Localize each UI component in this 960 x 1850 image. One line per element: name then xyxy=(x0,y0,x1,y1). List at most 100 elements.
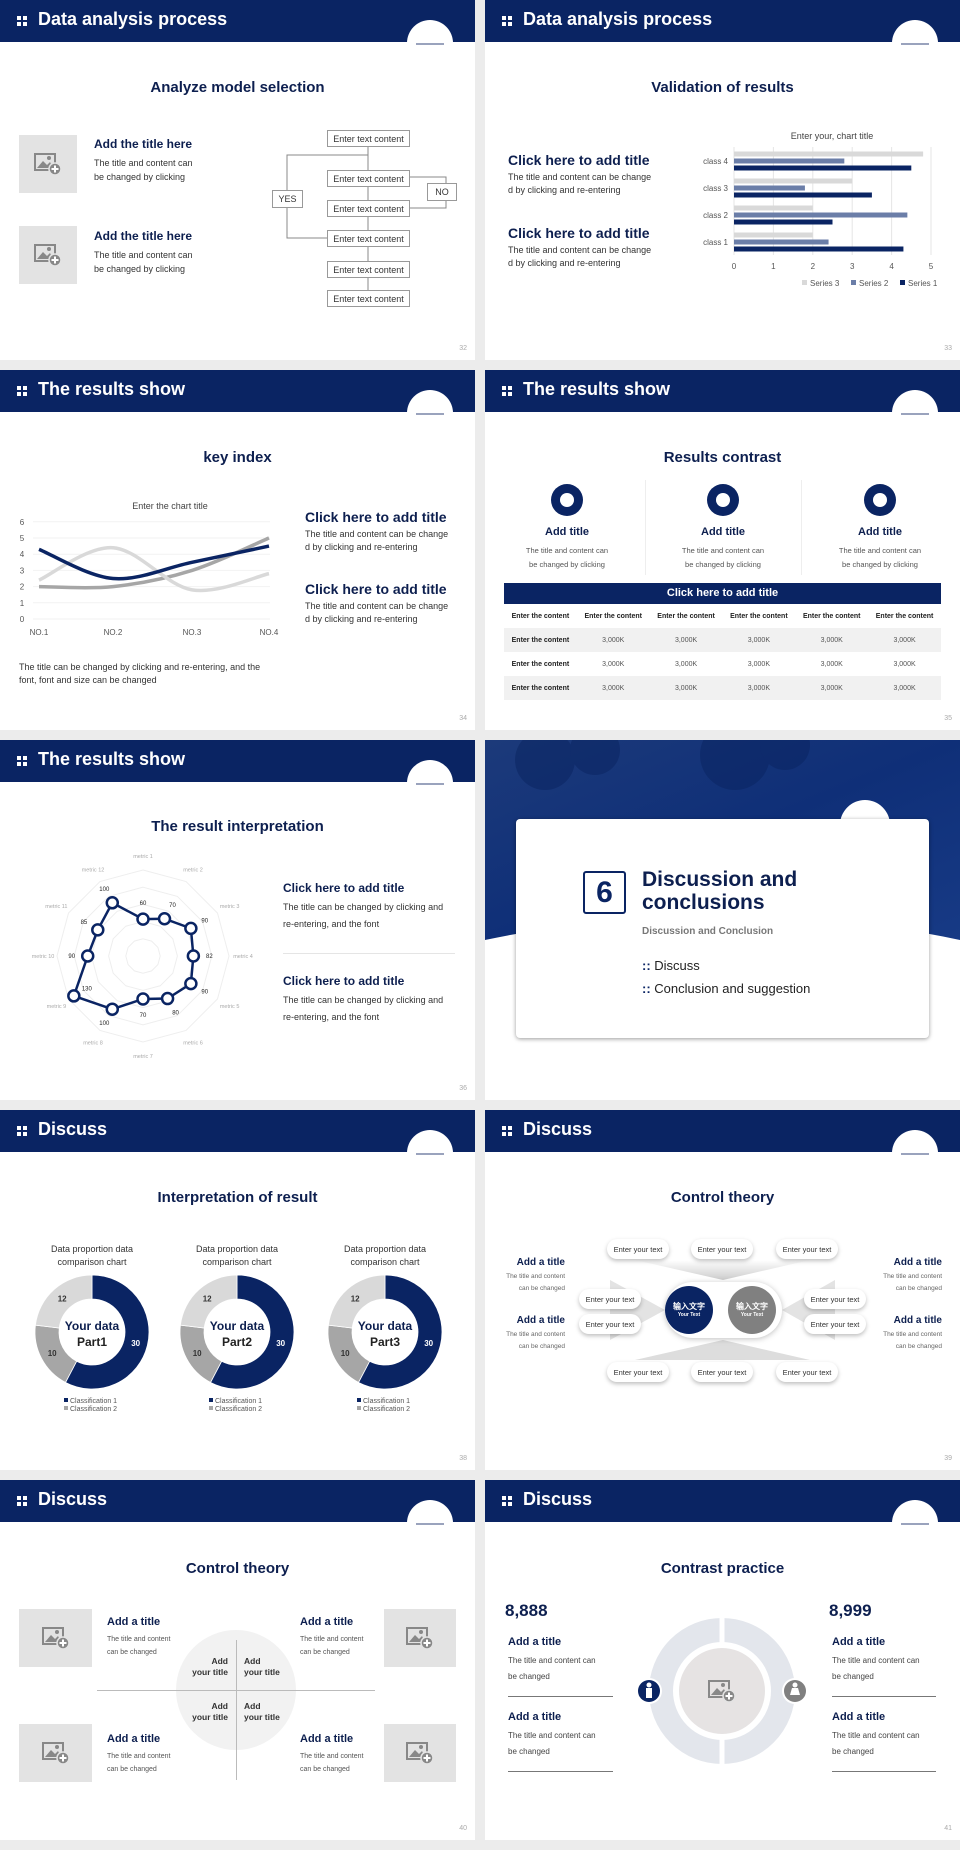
text-pill[interactable]: Enter your text xyxy=(579,1289,641,1309)
slide-header: Discuss xyxy=(0,1480,475,1522)
table-cell[interactable]: 3,000K xyxy=(674,684,698,692)
text-pill[interactable]: Enter your text xyxy=(804,1289,866,1309)
quadrant-title[interactable]: Add your title xyxy=(192,1701,228,1722)
table-cell[interactable]: Enter the content xyxy=(511,684,570,692)
text-pill[interactable]: Enter your text xyxy=(607,1362,669,1382)
text-pill[interactable]: Enter your text xyxy=(776,1239,838,1259)
image-add-icon xyxy=(41,1742,70,1765)
text-pill[interactable]: Enter your text xyxy=(691,1239,753,1259)
text-pill[interactable]: Enter your text xyxy=(579,1314,641,1334)
table-cell[interactable]: 3,000K xyxy=(820,684,843,692)
image-placeholder[interactable] xyxy=(19,1724,92,1782)
slide-35[interactable]: The results show Results contrast Add ti… xyxy=(485,370,960,730)
text-pill[interactable]: Enter your text xyxy=(776,1362,838,1382)
image-placeholder[interactable] xyxy=(384,1724,456,1782)
donut-title: Data proportion data xyxy=(196,1244,278,1254)
text-pill[interactable]: Enter your text xyxy=(691,1362,753,1382)
donut-center-label: Part2 xyxy=(222,1335,252,1349)
bullet-item[interactable]: :: Conclusion and suggestion xyxy=(642,981,810,996)
legend-swatch xyxy=(64,1398,68,1402)
image-add-icon xyxy=(708,1680,736,1703)
table-cell[interactable]: 3,000K xyxy=(674,636,698,644)
table-cell[interactable]: Enter the content xyxy=(511,636,570,644)
table-cell[interactable]: 3,000K xyxy=(820,636,843,644)
side-body: The title and content can be changed xyxy=(883,1331,942,1350)
table-cell[interactable]: 3,000K xyxy=(893,636,916,644)
table-cell[interactable]: 3,000K xyxy=(602,636,625,644)
table-cell[interactable]: 3,000K xyxy=(893,684,916,692)
table-cell[interactable]: 3,000K xyxy=(820,660,843,668)
slide-32[interactable]: Data analysis process Analyze model sele… xyxy=(0,0,475,360)
side-body: The title and content can be changed xyxy=(506,1331,565,1350)
radar-point xyxy=(67,989,81,1003)
radar-point xyxy=(184,976,198,991)
dots-icon xyxy=(17,16,27,26)
table-cell[interactable]: 3,000K xyxy=(893,660,916,668)
bullet-item[interactable]: :: Discuss xyxy=(642,958,700,973)
slide-40[interactable]: Discuss Control theory Add a title The ti… xyxy=(0,1480,475,1840)
image-placeholder[interactable] xyxy=(19,135,77,193)
legend-label: Series 3 xyxy=(810,279,840,288)
quadrant-title[interactable]: Add your title xyxy=(192,1656,228,1677)
flow-box[interactable]: Enter text content xyxy=(327,230,410,247)
donut-slice xyxy=(64,1274,150,1390)
table-cell[interactable]: Enter the content xyxy=(511,660,570,668)
header-title: The results show xyxy=(38,379,186,399)
table-cell[interactable]: 3,000K xyxy=(747,660,770,668)
table-caption[interactable]: Click here to add title xyxy=(504,583,941,604)
value-label: 70 xyxy=(140,1013,147,1019)
flow-box[interactable]: Enter text content xyxy=(327,130,410,147)
slice-label: 12 xyxy=(203,1294,212,1303)
value-label: 70 xyxy=(169,903,176,909)
flow-box[interactable]: Enter text content xyxy=(327,290,410,307)
image-placeholder[interactable] xyxy=(19,1609,92,1667)
image-placeholder[interactable] xyxy=(384,1609,456,1667)
table-cell[interactable]: 3,000K xyxy=(602,684,625,692)
card-body: The title and content can xyxy=(681,546,765,555)
slide-37[interactable]: 6 Discussion and conclusions Discussion … xyxy=(485,740,960,1100)
value-label: 90 xyxy=(68,954,75,960)
image-add-icon xyxy=(406,1742,434,1765)
image-placeholder[interactable] xyxy=(19,226,77,284)
slide-36[interactable]: The results show The result interpretati… xyxy=(0,740,475,1100)
flow-box[interactable]: Enter text content xyxy=(327,170,410,187)
slice-label: 10 xyxy=(341,1349,350,1358)
table-cell[interactable]: 3,000K xyxy=(747,636,770,644)
logo xyxy=(892,20,938,66)
slide-header: The results show xyxy=(0,740,475,782)
category-label: class 4 xyxy=(703,157,728,166)
table-cell[interactable]: 3,000K xyxy=(674,660,698,668)
axis-label: metric 2 xyxy=(183,867,203,873)
bar-series-1 xyxy=(734,219,833,225)
value-label: 90 xyxy=(201,918,208,924)
dots-icon xyxy=(502,386,512,396)
value-label: 85 xyxy=(81,920,88,926)
legend-label: Classification 1 xyxy=(70,1398,117,1405)
slide-39[interactable]: Discuss Control theory 输入文字 Your Text 输入文… xyxy=(485,1110,960,1470)
slide-38[interactable]: Discuss Interpretation of result Data pr… xyxy=(0,1110,475,1470)
yes-box[interactable]: YES xyxy=(272,190,303,208)
header-title: The results show xyxy=(523,379,671,399)
flow-box[interactable]: Enter text content xyxy=(327,261,410,278)
flow-box[interactable]: Enter text content xyxy=(327,200,410,217)
text-pill[interactable]: Enter your text xyxy=(607,1239,669,1259)
slide-header: Discuss xyxy=(485,1110,960,1152)
table-cell[interactable]: 3,000K xyxy=(602,660,625,668)
center-circle-primary[interactable]: 输入文字 Your Text xyxy=(665,1286,713,1334)
center-circle-secondary[interactable]: 输入文字 Your Text xyxy=(728,1286,776,1334)
table-header-cell: Enter the content xyxy=(511,612,570,620)
slide-33[interactable]: Data analysis process Validation of resu… xyxy=(485,0,960,360)
bar-series-3 xyxy=(734,178,853,184)
x-tick-label: 3 xyxy=(850,262,855,271)
x-tick-label: 4 xyxy=(889,262,894,271)
image-placeholder[interactable] xyxy=(707,1678,737,1704)
line-series-2 xyxy=(38,545,270,593)
no-box[interactable]: NO xyxy=(427,183,457,201)
text-pill[interactable]: Enter your text xyxy=(804,1314,866,1334)
item-title: Add a title xyxy=(832,1636,886,1648)
slide-41[interactable]: Discuss Contrast practice 8,888 Add a tit… xyxy=(485,1480,960,1840)
quadrant-title[interactable]: Add your title xyxy=(244,1656,280,1677)
slide-34[interactable]: The results show key index Enter the cha… xyxy=(0,370,475,730)
table-cell[interactable]: 3,000K xyxy=(747,684,770,692)
quadrant-title[interactable]: Add your title xyxy=(244,1701,280,1722)
